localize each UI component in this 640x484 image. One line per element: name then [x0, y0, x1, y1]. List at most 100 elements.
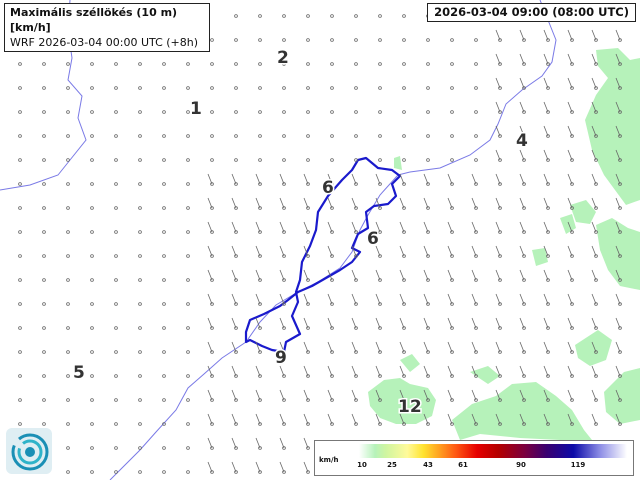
- wind-barb: [546, 134, 550, 138]
- wind-barb: [618, 206, 622, 210]
- wind-barb: [498, 134, 502, 138]
- wind-barb-shaft: [303, 317, 309, 329]
- wind-barb: [186, 134, 190, 138]
- wind-barb: [378, 14, 382, 18]
- wind-barb: [114, 350, 118, 354]
- wind-barb: [162, 398, 166, 402]
- wind-barb: [402, 182, 406, 186]
- wind-barb-shaft: [207, 173, 213, 185]
- wind-barb: [450, 86, 454, 90]
- wind-barb: [90, 110, 94, 114]
- wind-barb-shaft: [567, 269, 573, 281]
- wind-barb: [138, 158, 142, 162]
- wind-barb: [186, 350, 190, 354]
- wind-barb-shaft: [207, 197, 213, 209]
- wind-barb: [330, 182, 334, 186]
- wind-barb: [18, 374, 22, 378]
- wind-barb-shaft: [567, 101, 573, 113]
- wind-barb: [522, 158, 526, 162]
- wind-barb-shaft: [447, 413, 453, 425]
- wind-barb-shaft: [231, 389, 237, 401]
- wind-barb: [18, 326, 22, 330]
- wind-barb: [618, 182, 622, 186]
- wind-barb: [546, 302, 550, 306]
- wind-barb: [426, 350, 430, 354]
- wind-barb: [426, 230, 430, 234]
- wind-barb: [66, 206, 70, 210]
- wind-barb-shaft: [231, 197, 237, 209]
- wind-barb: [594, 278, 598, 282]
- wind-barb-shaft: [423, 389, 429, 401]
- wind-barb: [258, 302, 262, 306]
- wind-barb-shaft: [351, 341, 357, 353]
- wind-barb: [354, 38, 358, 42]
- wind-barb: [474, 230, 478, 234]
- wind-barb: [354, 182, 358, 186]
- wind-barb: [18, 302, 22, 306]
- wind-barb-shaft: [423, 173, 429, 185]
- wind-barb: [162, 62, 166, 66]
- wind-barb-shaft: [591, 269, 597, 281]
- wind-barb: [258, 14, 262, 18]
- wind-barb: [162, 182, 166, 186]
- wind-barb-shaft: [615, 269, 621, 281]
- wind-barb: [402, 422, 406, 426]
- wind-barb: [162, 446, 166, 450]
- wind-barb-shaft: [207, 317, 213, 329]
- wind-barb: [594, 254, 598, 258]
- wind-barb-shaft: [519, 269, 525, 281]
- wind-barb-shaft: [399, 341, 405, 353]
- wind-barb: [330, 110, 334, 114]
- wind-barb-shaft: [207, 269, 213, 281]
- wind-barb-shaft: [327, 173, 333, 185]
- wind-barb-shaft: [279, 173, 285, 185]
- wind-barb: [66, 86, 70, 90]
- wind-barb: [186, 254, 190, 258]
- wind-barb: [258, 134, 262, 138]
- wind-barb-shaft: [543, 101, 549, 113]
- wind-barb-shaft: [519, 77, 525, 89]
- wind-barb-shaft: [615, 389, 621, 401]
- wind-barb-shaft: [519, 389, 525, 401]
- wind-barb: [210, 254, 214, 258]
- wind-barb-shaft: [423, 365, 429, 377]
- wind-barb-shaft: [615, 245, 621, 257]
- wind-barb-shaft: [207, 293, 213, 305]
- wind-barb-shaft: [399, 365, 405, 377]
- wind-barb: [570, 62, 574, 66]
- wind-barb: [618, 110, 622, 114]
- wind-barb: [546, 326, 550, 330]
- wind-barb: [138, 446, 142, 450]
- wind-barb-shaft: [327, 317, 333, 329]
- wind-barb: [402, 302, 406, 306]
- wind-barb: [618, 398, 622, 402]
- value-label-5: 5: [73, 363, 85, 383]
- wind-barb: [522, 182, 526, 186]
- wind-barb: [546, 254, 550, 258]
- wind-barb-shaft: [423, 293, 429, 305]
- map-title: Maximális széllökés (10 m) [km/h]: [10, 6, 178, 34]
- wind-barb: [378, 206, 382, 210]
- wind-barb-shaft: [231, 293, 237, 305]
- wind-barb: [402, 278, 406, 282]
- wind-barb: [138, 326, 142, 330]
- wind-barb: [66, 278, 70, 282]
- wind-barb: [18, 206, 22, 210]
- wind-barb-shaft: [543, 29, 549, 41]
- wind-barb: [594, 302, 598, 306]
- wind-barb-shaft: [519, 221, 525, 233]
- wind-barb: [282, 422, 286, 426]
- wind-barb-shaft: [447, 293, 453, 305]
- wind-barb: [618, 38, 622, 42]
- wind-barb: [234, 14, 238, 18]
- wind-barb-shaft: [543, 173, 549, 185]
- wind-barb: [138, 470, 142, 474]
- wind-barb: [474, 254, 478, 258]
- wind-barb-shaft: [471, 341, 477, 353]
- wind-barb: [162, 278, 166, 282]
- wind-barb: [594, 422, 598, 426]
- value-label-6a: 6: [322, 178, 334, 198]
- wind-barb-shaft: [207, 341, 213, 353]
- wind-barb-shaft: [567, 197, 573, 209]
- wind-barb: [282, 158, 286, 162]
